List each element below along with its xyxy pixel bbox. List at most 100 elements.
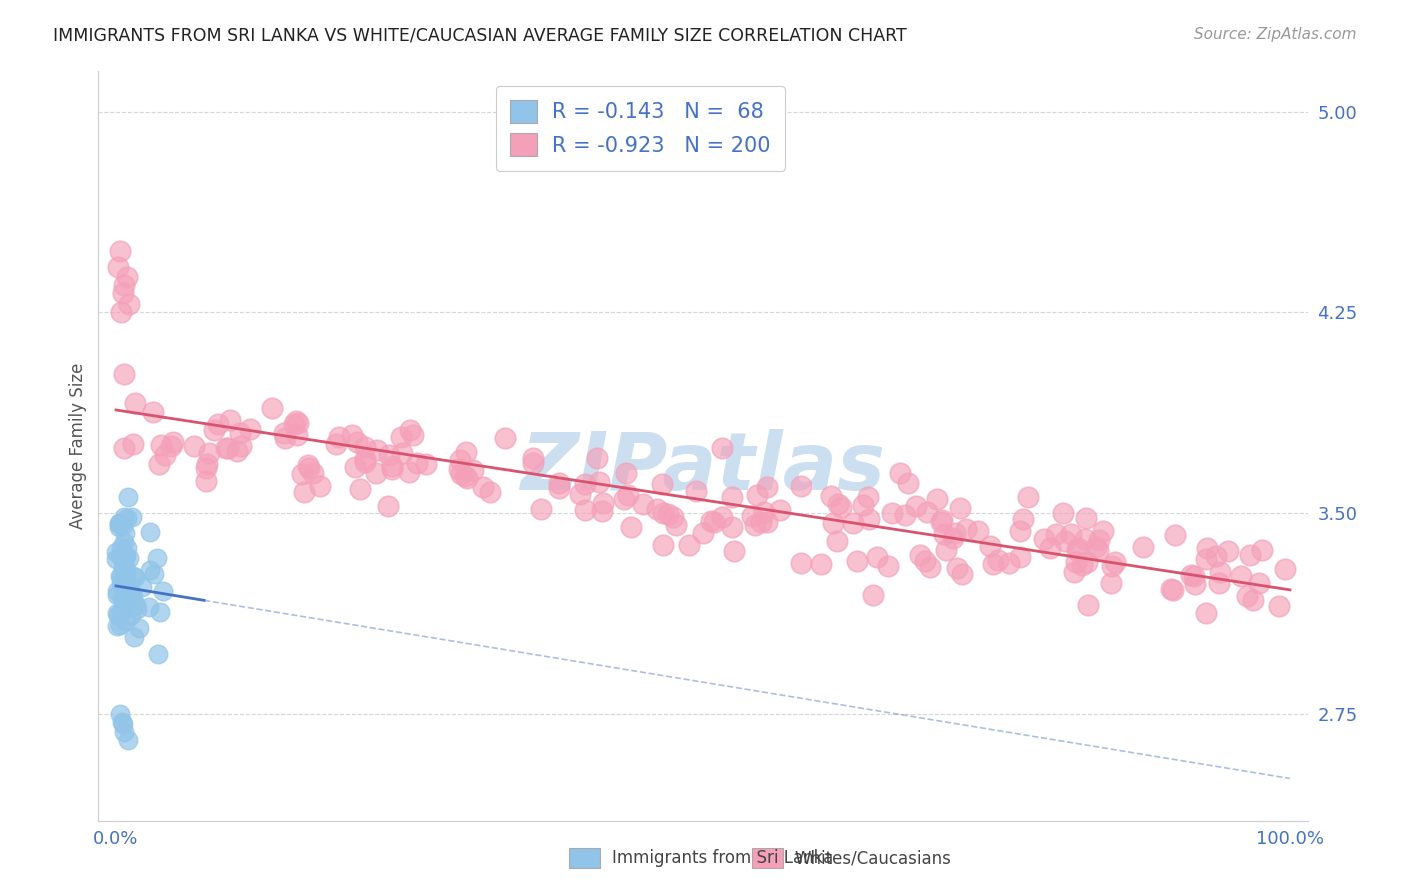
Point — [920, 560, 942, 574]
Point — [657, 507, 679, 521]
Point — [858, 511, 880, 525]
Point — [125, 602, 148, 616]
Point — [450, 467, 472, 481]
Point — [115, 541, 138, 556]
Point — [1182, 569, 1205, 583]
Point — [1074, 532, 1097, 546]
Point — [981, 557, 1004, 571]
Point — [292, 484, 315, 499]
Point — [790, 556, 813, 570]
Point — [685, 483, 707, 498]
Point — [112, 278, 135, 293]
Text: ZIPatlas: ZIPatlas — [520, 429, 886, 508]
Point — [456, 471, 478, 485]
Point — [1017, 490, 1039, 504]
Point — [1241, 592, 1264, 607]
Point — [115, 582, 138, 596]
Point — [108, 516, 131, 530]
FancyBboxPatch shape — [569, 848, 600, 868]
Legend: R = -0.143   N =  68, R = -0.923   N = 200: R = -0.143 N = 68, R = -0.923 N = 200 — [496, 86, 785, 170]
Point — [117, 491, 139, 505]
Point — [586, 451, 609, 466]
Point — [121, 510, 143, 524]
Text: Source: ZipAtlas.com: Source: ZipAtlas.com — [1194, 27, 1357, 42]
Point — [121, 591, 143, 606]
Point — [115, 511, 138, 525]
Point — [1085, 540, 1108, 554]
Point — [108, 517, 131, 532]
Point — [852, 498, 875, 512]
Point — [111, 714, 134, 729]
Point — [908, 548, 931, 562]
Point — [377, 500, 399, 514]
Point — [325, 437, 347, 451]
Point — [1180, 568, 1202, 582]
Point — [856, 490, 879, 504]
Point — [114, 549, 136, 564]
Point — [979, 539, 1001, 553]
Point — [1236, 589, 1258, 603]
Point — [118, 582, 141, 597]
Point — [344, 460, 367, 475]
Point — [651, 476, 673, 491]
Point — [1067, 541, 1090, 556]
Point — [744, 518, 766, 533]
Point — [115, 270, 138, 285]
Point — [139, 525, 162, 540]
Point — [148, 647, 170, 661]
Point — [105, 619, 128, 633]
Point — [131, 580, 153, 594]
Point — [108, 520, 131, 534]
Point — [121, 437, 143, 451]
Point — [825, 533, 848, 548]
Point — [522, 457, 544, 471]
Point — [894, 508, 917, 522]
Point — [789, 479, 811, 493]
Point — [703, 515, 725, 529]
Point — [198, 446, 221, 460]
Point — [108, 549, 131, 563]
Point — [111, 553, 134, 567]
Point — [218, 413, 240, 427]
Point — [945, 561, 967, 575]
Point — [494, 431, 516, 445]
Point — [1249, 575, 1271, 590]
Point — [617, 488, 640, 502]
Point — [366, 442, 388, 457]
Point — [1161, 582, 1184, 597]
Point — [1160, 582, 1182, 596]
Point — [721, 490, 744, 504]
Point — [614, 467, 637, 481]
Point — [1195, 541, 1218, 556]
Point — [273, 426, 295, 441]
Point — [620, 520, 643, 534]
Point — [1063, 565, 1085, 579]
Point — [449, 461, 471, 475]
Point — [381, 461, 404, 475]
Point — [845, 554, 868, 568]
Y-axis label: Average Family Size: Average Family Size — [69, 363, 87, 529]
Point — [461, 463, 484, 477]
Point — [942, 531, 965, 545]
Point — [115, 574, 138, 588]
Point — [202, 423, 225, 437]
Point — [118, 297, 141, 311]
Point — [283, 417, 305, 432]
Point — [207, 417, 229, 431]
Point — [456, 445, 478, 459]
Point — [897, 475, 920, 490]
Point — [747, 488, 769, 502]
Point — [114, 587, 136, 601]
Point — [1195, 606, 1218, 620]
Point — [882, 507, 904, 521]
Point — [285, 427, 308, 442]
Point — [111, 560, 134, 574]
Point — [905, 499, 928, 513]
Point — [118, 551, 141, 566]
Point — [1099, 576, 1122, 591]
Point — [309, 479, 332, 493]
Point — [124, 570, 146, 584]
Point — [149, 605, 172, 619]
Point — [146, 551, 169, 566]
Point — [1032, 533, 1054, 547]
